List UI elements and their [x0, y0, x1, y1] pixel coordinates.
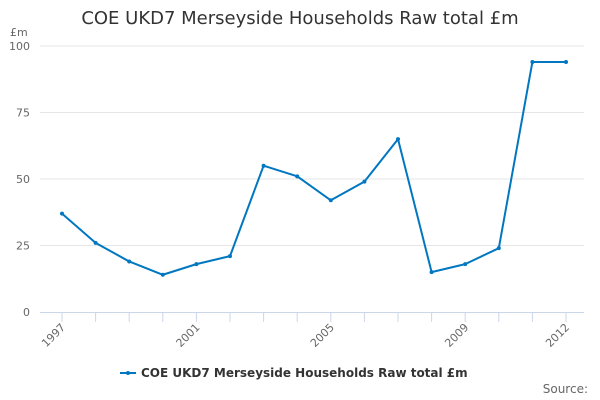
data-point: [530, 59, 535, 64]
x-tick-label: 2009: [442, 321, 471, 350]
data-point: [564, 59, 568, 64]
x-tick-label: 2012: [543, 321, 572, 350]
x-tick-label: 2001: [174, 321, 203, 350]
legend-label: COE UKD7 Merseyside Households Raw total…: [141, 366, 468, 380]
data-point: [60, 211, 64, 216]
y-tick-label: 0: [23, 306, 30, 319]
data-point: [396, 137, 400, 142]
chart-title: COE UKD7 Merseyside Households Raw total…: [81, 8, 519, 29]
data-point: [362, 179, 367, 184]
x-tick-label: 2005: [308, 321, 337, 350]
legend-marker-icon: [126, 371, 130, 375]
data-point: [463, 262, 468, 267]
data-point: [295, 174, 300, 179]
y-axis-label: £m: [10, 26, 28, 39]
data-point: [429, 270, 434, 275]
series-line: [61, 60, 566, 276]
y-tick-label: 75: [16, 107, 30, 120]
y-tick-label: 25: [16, 240, 30, 253]
data-point: [328, 198, 333, 203]
data-point: [261, 163, 266, 168]
data-point: [496, 246, 501, 251]
y-tick-label: 50: [16, 173, 30, 186]
y-tick-label: 100: [9, 40, 30, 53]
data-point: [160, 272, 165, 277]
data-point: [228, 254, 232, 259]
data-point: [93, 240, 98, 245]
x-tick-label: 1997: [39, 321, 68, 350]
source-label: Source:: [542, 382, 588, 396]
data-point: [127, 259, 132, 264]
data-point: [194, 262, 199, 267]
